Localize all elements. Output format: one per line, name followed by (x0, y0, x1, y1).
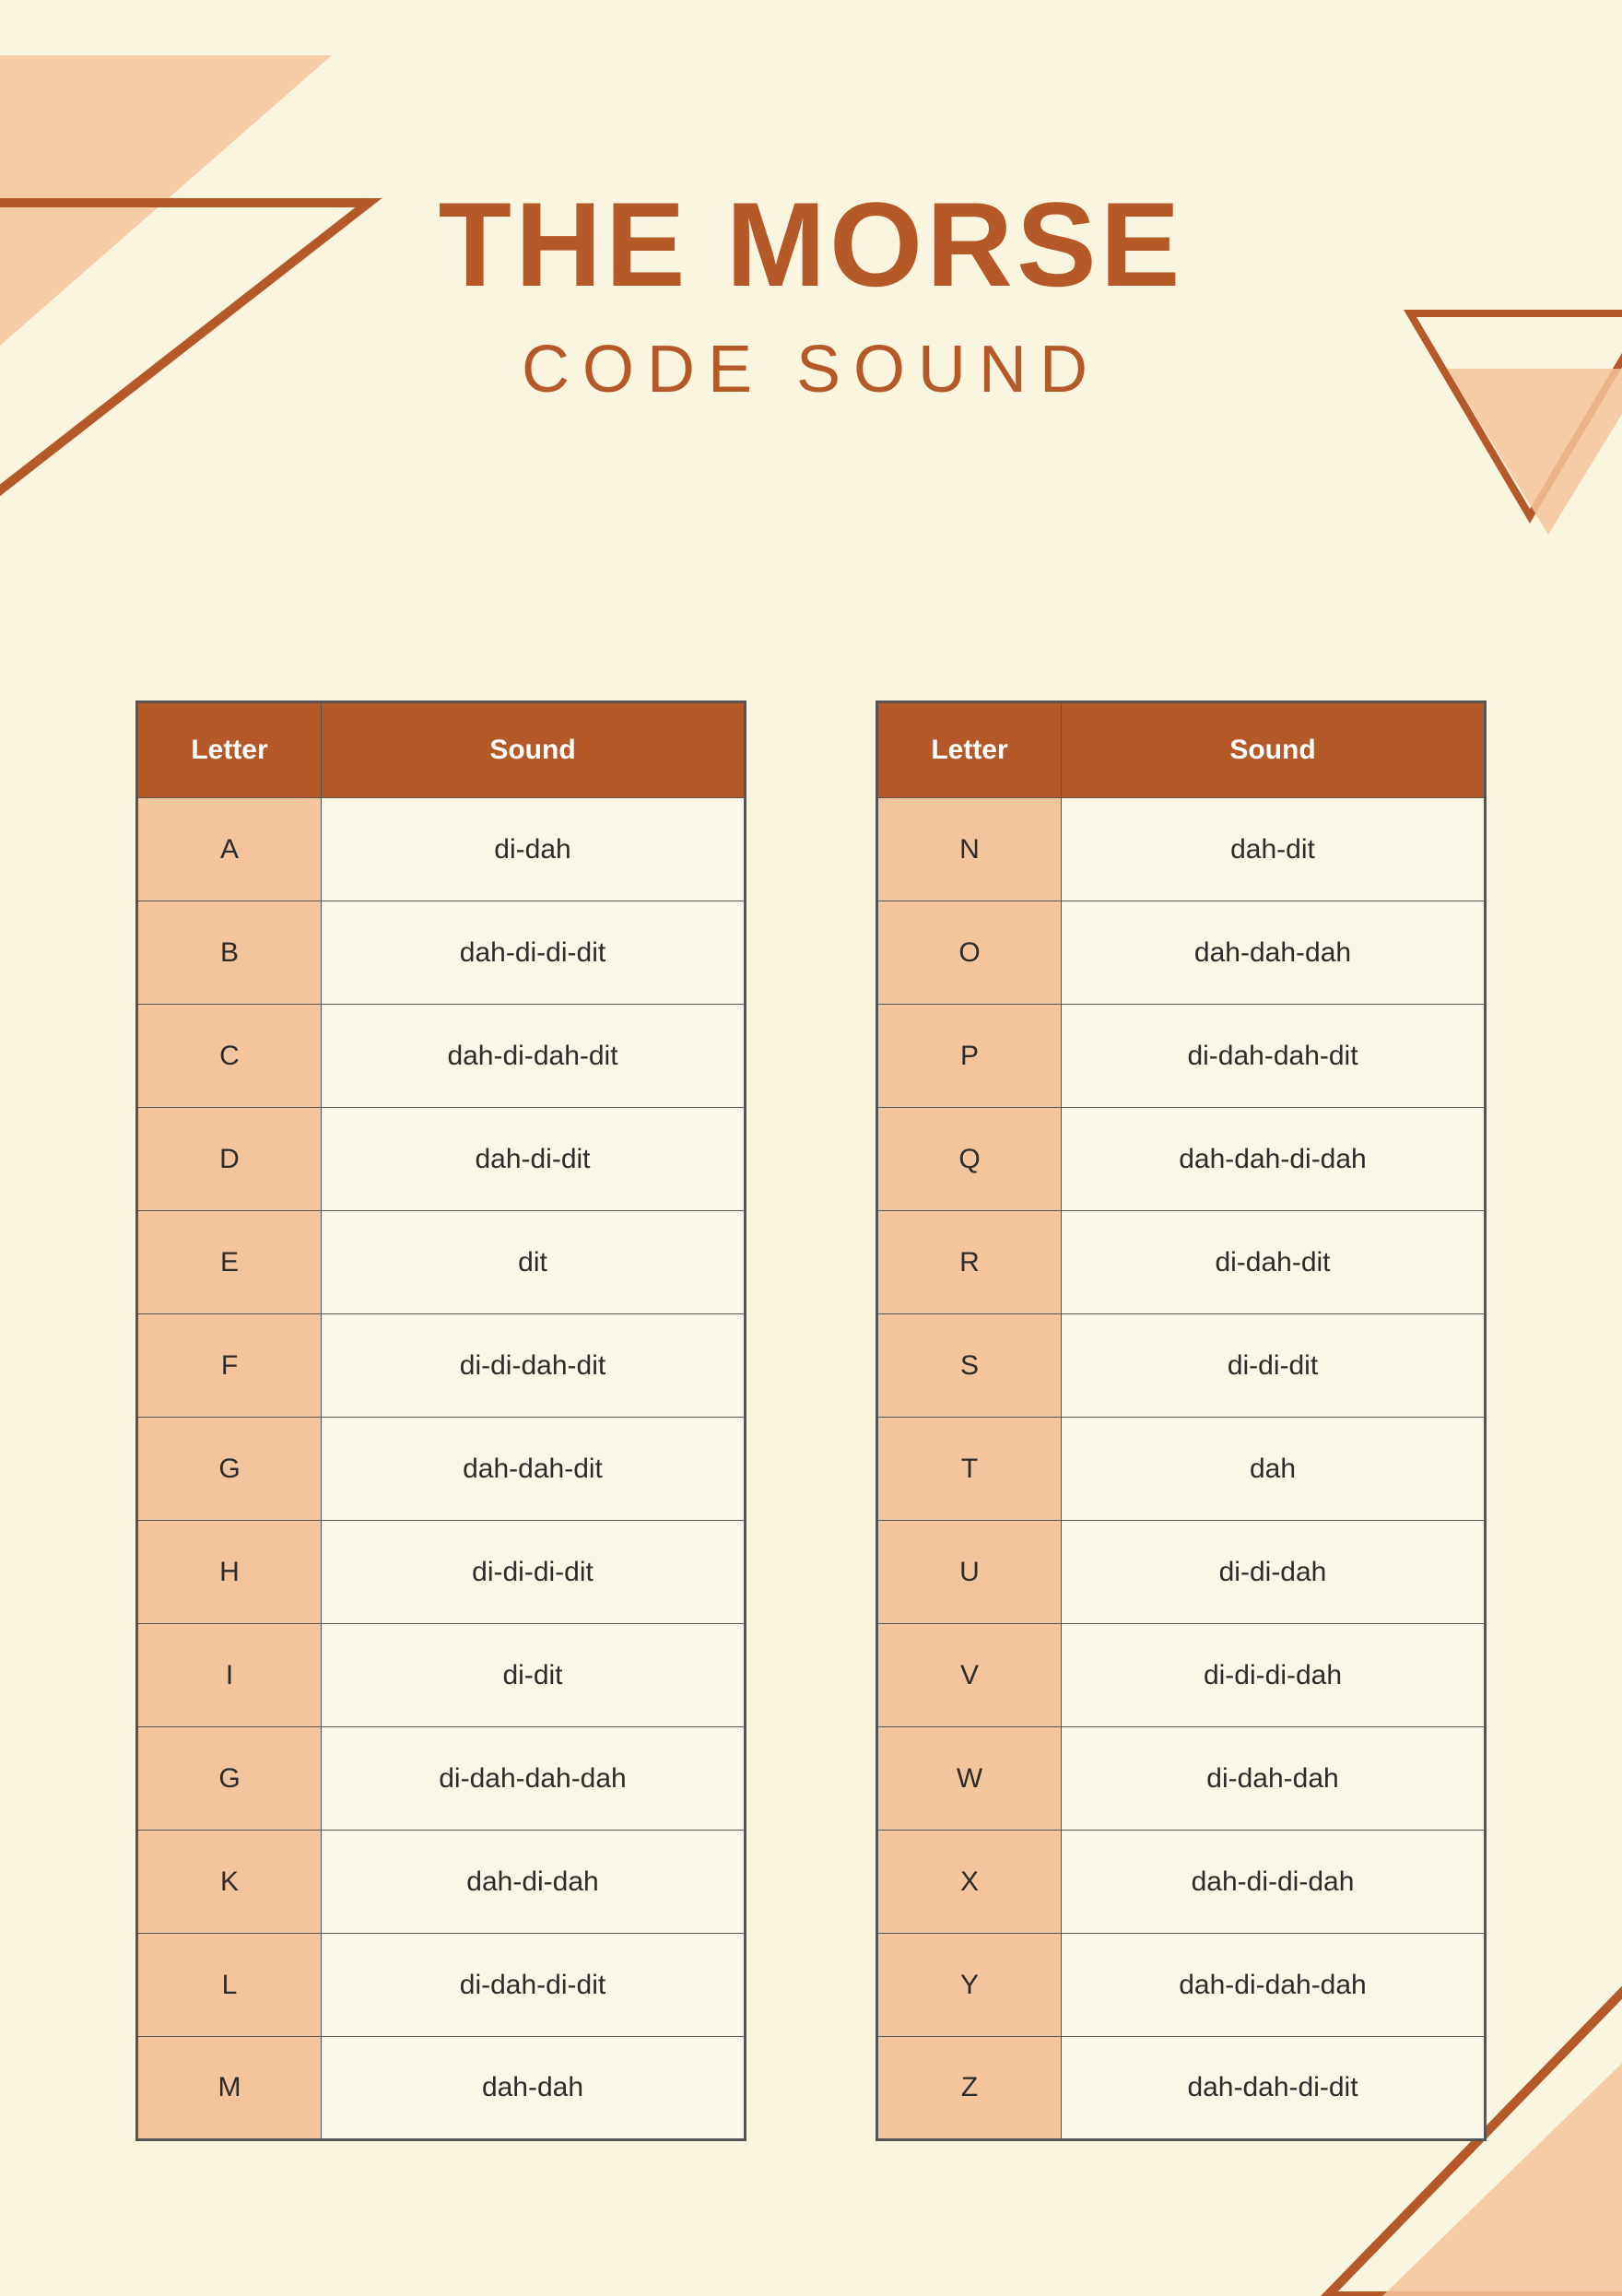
table-row: Kdah-di-dah (137, 1831, 746, 1934)
table-body-left: Adi-dahBdah-di-di-ditCdah-di-dah-ditDdah… (137, 798, 746, 2140)
letter-cell: V (877, 1624, 1062, 1727)
table-row: Fdi-di-dah-dit (137, 1314, 746, 1418)
sound-cell: dah-dah-dit (322, 1418, 746, 1521)
sound-cell: di-di-dah (1062, 1521, 1486, 1624)
morse-table-left: Letter Sound Adi-dahBdah-di-di-ditCdah-d… (135, 701, 746, 2141)
sound-cell: di-di-dit (1062, 1314, 1486, 1418)
table-row: Xdah-di-di-dah (877, 1831, 1486, 1934)
letter-cell: O (877, 901, 1062, 1005)
sound-cell: di-dah-dah (1062, 1727, 1486, 1831)
sound-cell: dah-dah-di-dah (1062, 1108, 1486, 1211)
letter-cell: W (877, 1727, 1062, 1831)
table-row: Ldi-dah-di-dit (137, 1934, 746, 2037)
sound-cell: di-di-dah-dit (322, 1314, 746, 1418)
table-row: Ddah-di-dit (137, 1108, 746, 1211)
column-header-sound: Sound (322, 702, 746, 798)
letter-cell: H (137, 1521, 322, 1624)
sound-cell: dah-dah (322, 2037, 746, 2140)
sound-cell: di-dah-di-dit (322, 1934, 746, 2037)
letter-cell: G (137, 1418, 322, 1521)
letter-cell: Q (877, 1108, 1062, 1211)
letter-cell: Y (877, 1934, 1062, 2037)
letter-cell: L (137, 1934, 322, 2037)
table-row: Edit (137, 1211, 746, 1314)
table-row: Rdi-dah-dit (877, 1211, 1486, 1314)
sound-cell: di-dah-dah-dah (322, 1727, 746, 1831)
table-row: Adi-dah (137, 798, 746, 901)
letter-cell: K (137, 1831, 322, 1934)
column-header-letter: Letter (877, 702, 1062, 798)
sound-cell: di-di-di-dit (322, 1521, 746, 1624)
table-row: Cdah-di-dah-dit (137, 1005, 746, 1108)
page-title: THE MORSE (0, 184, 1622, 304)
table-row: Pdi-dah-dah-dit (877, 1005, 1486, 1108)
letter-cell: F (137, 1314, 322, 1418)
letter-cell: D (137, 1108, 322, 1211)
table-row: Gdah-dah-dit (137, 1418, 746, 1521)
sound-cell: dah-di-di-dit (322, 901, 746, 1005)
column-header-sound: Sound (1062, 702, 1486, 798)
table-header-row: Letter Sound (137, 702, 746, 798)
letter-cell: Z (877, 2037, 1062, 2140)
tables-container: Letter Sound Adi-dahBdah-di-di-ditCdah-d… (0, 701, 1622, 2141)
letter-cell: P (877, 1005, 1062, 1108)
sound-cell: dah-di-dit (322, 1108, 746, 1211)
letter-cell: I (137, 1624, 322, 1727)
table-row: Gdi-dah-dah-dah (137, 1727, 746, 1831)
page-subtitle: CODE SOUND (0, 332, 1622, 407)
table-row: Qdah-dah-di-dah (877, 1108, 1486, 1211)
header: THE MORSE CODE SOUND (0, 184, 1622, 407)
sound-cell: dah-di-dah-dit (322, 1005, 746, 1108)
letter-cell: R (877, 1211, 1062, 1314)
table-row: Wdi-dah-dah (877, 1727, 1486, 1831)
sound-cell: di-dit (322, 1624, 746, 1727)
table-row: Hdi-di-di-dit (137, 1521, 746, 1624)
table-row: Zdah-dah-di-dit (877, 2037, 1486, 2140)
table-row: Ydah-di-dah-dah (877, 1934, 1486, 2037)
table-row: Odah-dah-dah (877, 901, 1486, 1005)
letter-cell: S (877, 1314, 1062, 1418)
sound-cell: dah-dah-di-dit (1062, 2037, 1486, 2140)
sound-cell: dit (322, 1211, 746, 1314)
sound-cell: dah-di-dah-dah (1062, 1934, 1486, 2037)
sound-cell: di-dah-dit (1062, 1211, 1486, 1314)
table-row: Sdi-di-dit (877, 1314, 1486, 1418)
morse-table-right: Letter Sound Ndah-ditOdah-dah-dahPdi-dah… (876, 701, 1487, 2141)
column-header-letter: Letter (137, 702, 322, 798)
letter-cell: U (877, 1521, 1062, 1624)
letter-cell: B (137, 901, 322, 1005)
table-row: Udi-di-dah (877, 1521, 1486, 1624)
sound-cell: di-dah-dah-dit (1062, 1005, 1486, 1108)
table-row: Bdah-di-di-dit (137, 901, 746, 1005)
sound-cell: dah-di-dah (322, 1831, 746, 1934)
sound-cell: di-dah (322, 798, 746, 901)
sound-cell: dah-dah-dah (1062, 901, 1486, 1005)
sound-cell: dah-di-di-dah (1062, 1831, 1486, 1934)
table-row: Vdi-di-di-dah (877, 1624, 1486, 1727)
letter-cell: T (877, 1418, 1062, 1521)
table-row: Ndah-dit (877, 798, 1486, 901)
table-row: Tdah (877, 1418, 1486, 1521)
letter-cell: C (137, 1005, 322, 1108)
sound-cell: dah-dit (1062, 798, 1486, 901)
letter-cell: E (137, 1211, 322, 1314)
sound-cell: dah (1062, 1418, 1486, 1521)
letter-cell: X (877, 1831, 1062, 1934)
table-body-right: Ndah-ditOdah-dah-dahPdi-dah-dah-ditQdah-… (877, 798, 1486, 2140)
letter-cell: G (137, 1727, 322, 1831)
table-row: Mdah-dah (137, 2037, 746, 2140)
table-header-row: Letter Sound (877, 702, 1486, 798)
table-row: Idi-dit (137, 1624, 746, 1727)
sound-cell: di-di-di-dah (1062, 1624, 1486, 1727)
letter-cell: N (877, 798, 1062, 901)
page: THE MORSE CODE SOUND Letter Sound Adi-da… (0, 0, 1622, 2296)
letter-cell: A (137, 798, 322, 901)
letter-cell: M (137, 2037, 322, 2140)
